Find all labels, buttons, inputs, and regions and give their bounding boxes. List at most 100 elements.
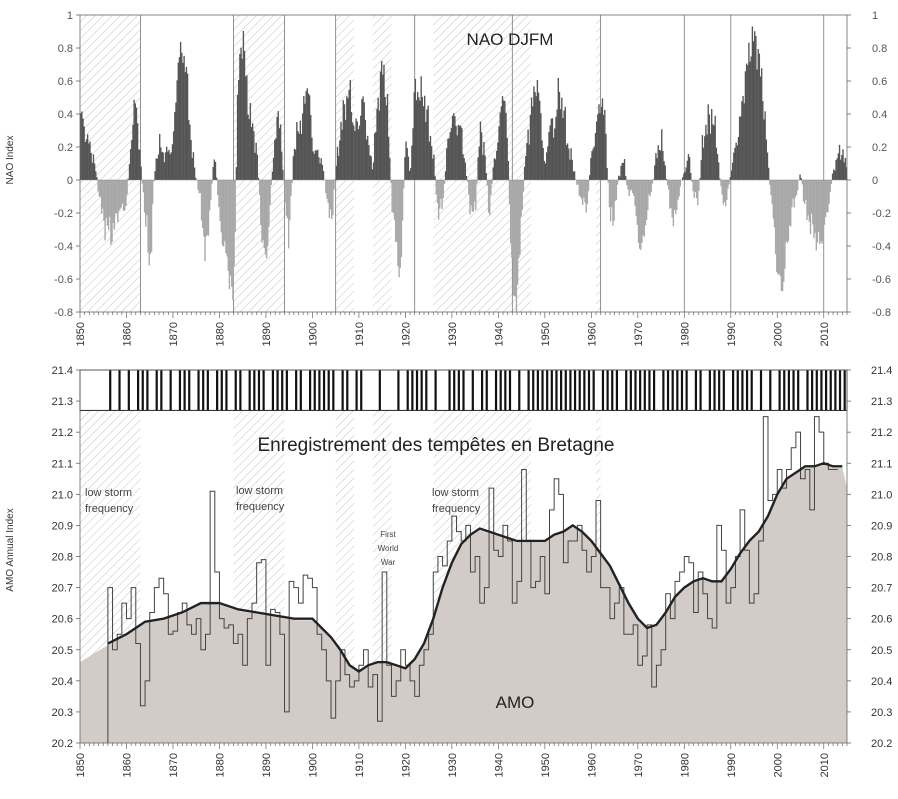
nao-bar	[247, 114, 249, 180]
nao-bar	[376, 108, 378, 180]
nao-bar	[257, 177, 260, 180]
nao-bar	[417, 92, 419, 180]
nao-bar	[686, 160, 688, 180]
nao-bar	[736, 145, 738, 180]
nao-bar	[707, 104, 709, 180]
low-storm-label-2: low storm	[236, 485, 283, 497]
nao-bar	[292, 156, 295, 180]
nao-bar	[171, 144, 174, 180]
nao-bar	[195, 177, 197, 180]
nao-bar	[429, 135, 432, 180]
nao-bar	[279, 124, 282, 180]
nao-bar	[701, 135, 704, 180]
nao-bar	[632, 180, 634, 193]
nao-bar	[657, 145, 659, 180]
nao-bar	[747, 65, 749, 180]
nao-bar	[518, 180, 520, 259]
nao-bar	[354, 131, 356, 180]
nao-bar	[233, 180, 235, 267]
nao-bar	[328, 180, 331, 218]
nao-bar	[589, 175, 591, 180]
nao-bar	[552, 137, 555, 180]
nao-bar	[142, 180, 145, 193]
nao-bar	[374, 133, 376, 180]
nao-bar	[89, 141, 91, 180]
nao-bar	[199, 180, 202, 193]
nao-bar	[463, 158, 465, 180]
nao-bar	[772, 180, 774, 219]
nao-bar	[204, 180, 206, 262]
amo-label: AMO	[496, 693, 535, 712]
nao-bar	[777, 180, 779, 275]
nao-bar	[190, 139, 192, 180]
nao-bar	[166, 146, 168, 180]
nao-bar	[541, 140, 543, 180]
nao-bar	[773, 180, 776, 228]
nao-bar	[286, 180, 289, 219]
amo-panel: 20.2 20.3 20.4 20.5 20.6 20.7 20.8 20.9 21.0 21.1…	[5, 365, 892, 777]
nao-bar	[482, 154, 484, 180]
nao-bar	[80, 113, 82, 180]
nao-bar	[239, 53, 241, 180]
nao-bar	[303, 95, 305, 180]
nao-bar	[843, 162, 845, 180]
nao-bar	[508, 180, 511, 204]
nao-bar	[795, 180, 798, 196]
nao-bar	[100, 180, 103, 214]
nao-bar	[584, 180, 586, 203]
nao-bar	[718, 162, 720, 180]
nao-bar	[311, 137, 313, 180]
amo-y-tick-label: 21.2	[52, 427, 73, 439]
nao-bar	[655, 153, 657, 180]
nao-bar	[420, 76, 422, 180]
amo-y-ticks-left: 20.2 20.3 20.4 20.5 20.6 20.7 20.8 20.9 21.0 21.1…	[52, 365, 80, 750]
nao-bar	[764, 111, 766, 180]
nao-bar	[377, 97, 379, 180]
nao-bar	[587, 180, 590, 192]
nao-bar	[727, 180, 729, 189]
nao-bar	[809, 180, 812, 235]
nao-bar	[350, 111, 353, 180]
nao-bar	[464, 162, 467, 180]
nao-bar	[96, 177, 98, 180]
nao-bar	[213, 159, 215, 180]
nao-bar	[744, 71, 747, 180]
nao-bar	[607, 180, 609, 183]
nao-bar	[458, 125, 461, 180]
nao-bar	[572, 171, 575, 180]
nao-bar	[555, 116, 557, 180]
nao-bar	[784, 180, 786, 269]
nao-bar	[842, 149, 844, 180]
nao-plot-frame	[79, 14, 848, 313]
nao-bar	[90, 152, 92, 180]
nao-bar	[834, 170, 836, 180]
nao-title: NAO DJFM	[467, 30, 554, 49]
nao-bar	[334, 179, 336, 180]
nao-bar	[688, 157, 691, 180]
nao-bar	[670, 180, 672, 209]
amo-filled-area	[80, 464, 847, 743]
nao-bar	[215, 177, 218, 180]
nao-bar	[565, 145, 568, 180]
nao-bar	[735, 142, 737, 180]
nao-bar	[537, 92, 540, 180]
nao-bar	[636, 180, 639, 225]
nao-bar	[299, 120, 301, 180]
nao-bar	[479, 121, 482, 180]
nao-bar	[761, 68, 763, 180]
nao-bar	[780, 180, 783, 292]
amo-y-tick-label: 20.2	[52, 738, 73, 750]
nao-bar	[314, 150, 317, 180]
nao-bar	[745, 63, 748, 180]
nao-bar	[496, 150, 498, 180]
nao-bar	[119, 180, 121, 209]
nao-bar	[748, 42, 750, 180]
nao-bar	[261, 180, 263, 243]
nao-bar	[364, 119, 367, 180]
nao-bar	[713, 125, 715, 180]
nao-bar	[786, 180, 788, 244]
nao-y-tick-label: -0.2	[54, 208, 73, 220]
nao-bar	[307, 93, 310, 180]
nao-bar	[623, 159, 626, 180]
nao-bar	[344, 119, 347, 180]
